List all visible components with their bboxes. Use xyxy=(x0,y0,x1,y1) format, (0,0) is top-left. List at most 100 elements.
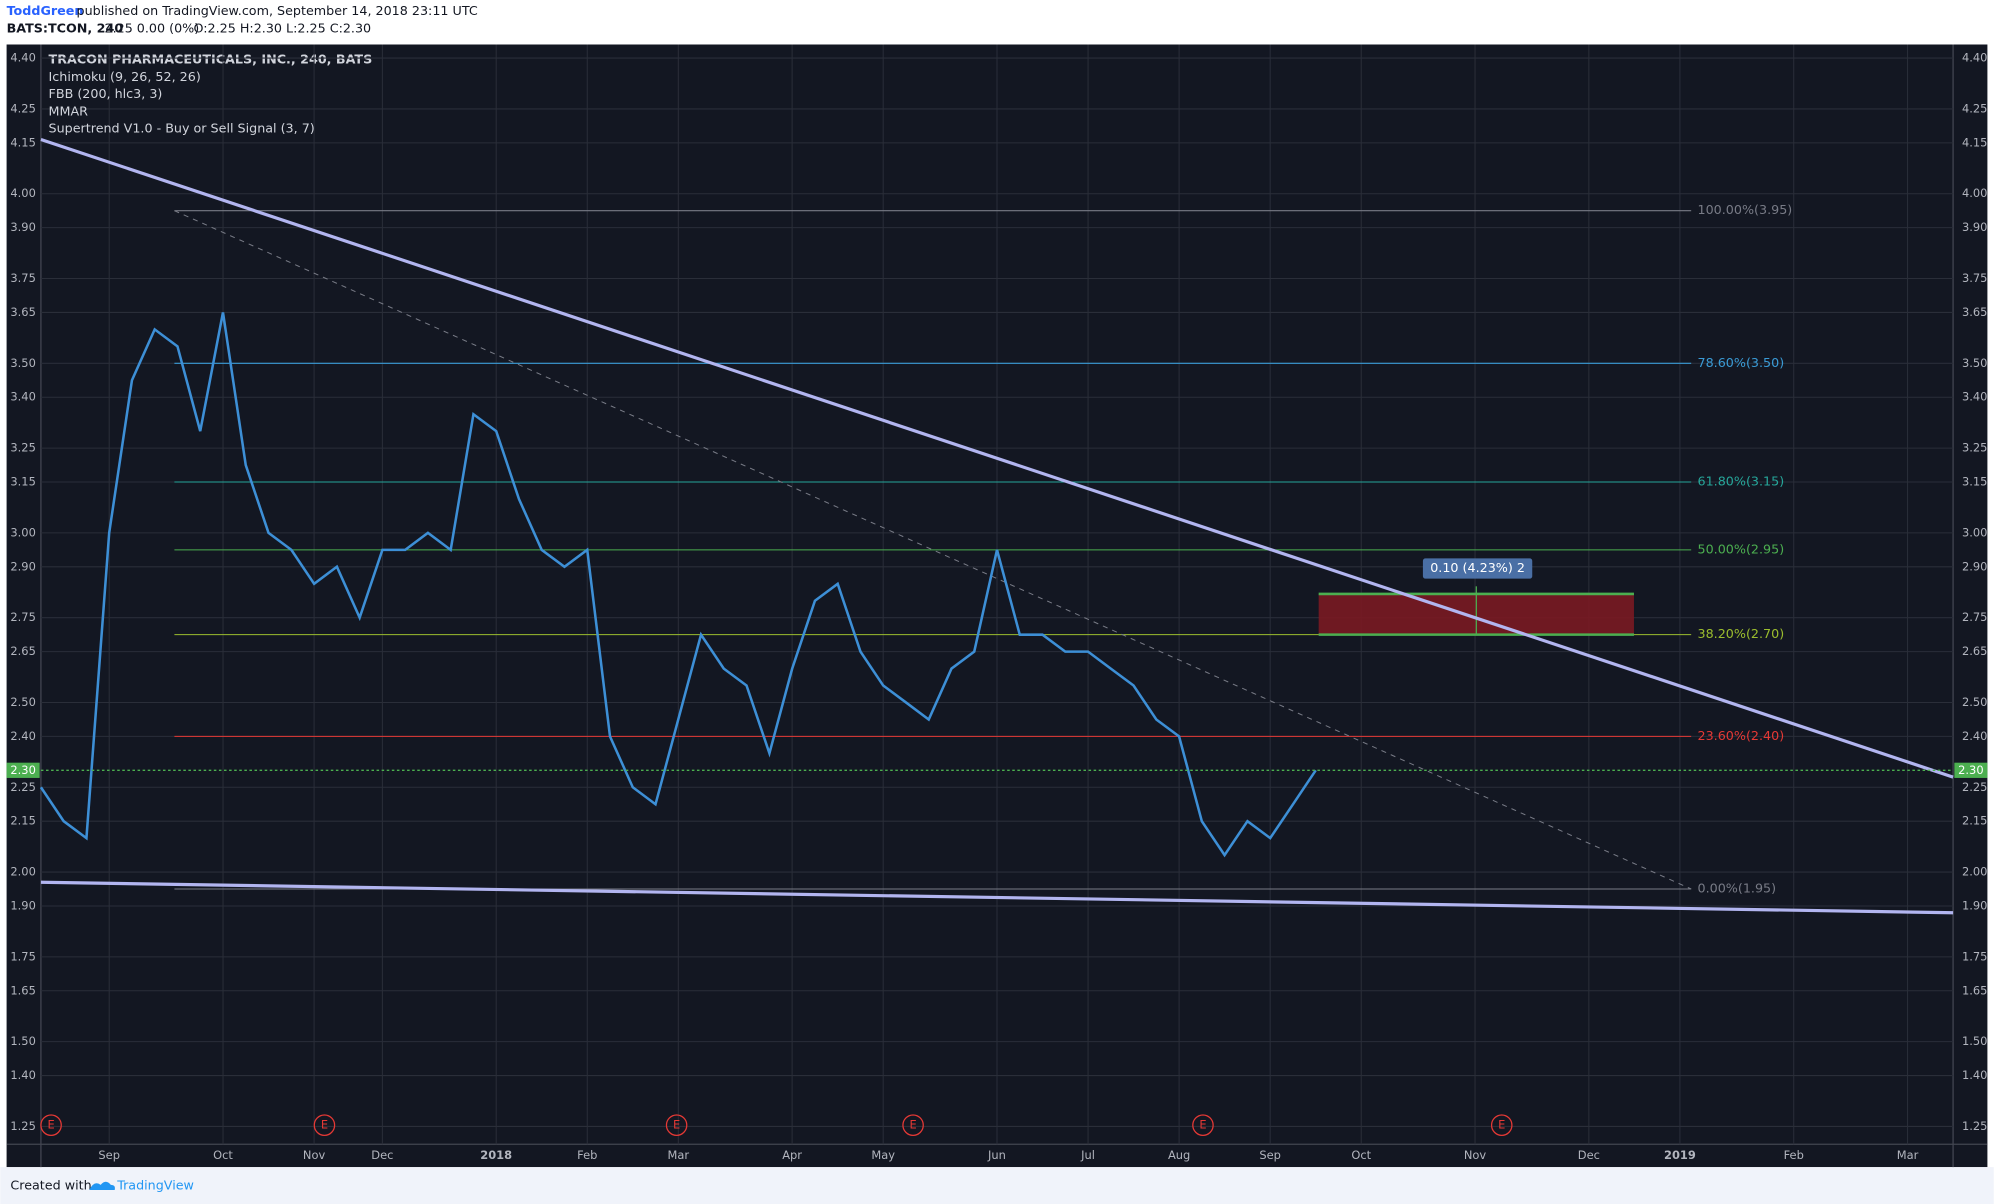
earnings-marker xyxy=(1490,1114,1513,1136)
trendline xyxy=(40,880,1954,915)
x-tick-label: Sep xyxy=(98,1148,120,1162)
x-tick-label: Oct xyxy=(213,1148,233,1162)
y-tick-label-right: 2.90 xyxy=(1962,559,1987,573)
y-tick-label: 2.15 xyxy=(10,814,35,828)
y-tick-label-right: 2.40 xyxy=(1962,729,1987,743)
fib-label: 23.60%(2.40) xyxy=(1698,728,1785,743)
y-tick-label-right: 2.25 xyxy=(1962,780,1987,794)
earnings-marker xyxy=(313,1114,336,1136)
y-tick-label: 3.75 xyxy=(10,271,35,285)
y-tick-label: 2.50 xyxy=(10,695,35,709)
y-tick-label: 2.00 xyxy=(10,865,35,879)
y-tick-label: 1.25 xyxy=(10,1119,35,1133)
y-tick-label-right: 4.00 xyxy=(1962,186,1987,200)
y-tick-label-right: 2.15 xyxy=(1962,814,1987,828)
fib-label: 38.20%(2.70) xyxy=(1698,626,1785,641)
y-tick-label: 2.75 xyxy=(10,610,35,624)
y-tick-label: 3.40 xyxy=(10,390,35,404)
x-tick-label: May xyxy=(871,1148,895,1162)
y-tick-label-right: 2.50 xyxy=(1962,695,1987,709)
x-tick-label: Jul xyxy=(1080,1148,1095,1162)
y-tick-label: 2.40 xyxy=(10,729,35,743)
y-tick-label-right: 3.40 xyxy=(1962,390,1987,404)
earnings-label: E xyxy=(321,1118,328,1132)
x-tick-label: Jun xyxy=(987,1148,1006,1162)
y-tick-label: 1.90 xyxy=(10,898,35,912)
y-tick-label: 4.40 xyxy=(10,51,35,65)
x-tick-label: Nov xyxy=(303,1148,326,1162)
y-tick-label: 4.00 xyxy=(10,186,35,200)
fib-label: 61.80%(3.15) xyxy=(1698,474,1785,489)
indicator-label: FBB (200, hlc3, 3) xyxy=(49,86,163,101)
y-tick-label-right: 1.50 xyxy=(1962,1034,1987,1048)
y-tick-label: 3.25 xyxy=(10,441,35,455)
last-price-right-bg xyxy=(1954,762,1988,778)
x-tick-label: Feb xyxy=(577,1148,597,1162)
indicator-label: MMAR xyxy=(49,103,89,118)
earnings-marker xyxy=(902,1114,924,1136)
x-tick-label: Aug xyxy=(1168,1148,1190,1162)
x-tick-label: Apr xyxy=(782,1148,802,1162)
y-tick-label: 2.65 xyxy=(10,644,35,658)
earnings-marker xyxy=(665,1114,688,1136)
y-tick-label-right: 3.75 xyxy=(1962,271,1987,285)
x-tick-label: Sep xyxy=(1259,1148,1281,1162)
published: published on TradingView.com, September … xyxy=(77,3,478,18)
fib-label: 78.60%(3.50) xyxy=(1698,355,1785,370)
y-tick-label: 1.50 xyxy=(10,1034,35,1048)
y-tick-label-right: 4.40 xyxy=(1962,51,1987,65)
position-label: 0.10 (4.23%) 2 xyxy=(1430,560,1525,575)
x-tick-label: Mar xyxy=(668,1148,690,1162)
x-tick-label: 2018 xyxy=(480,1148,512,1162)
x-tick-label: Dec xyxy=(371,1148,393,1162)
chart-title: TRACON PHARMACEUTICALS, INC., 240, BATS xyxy=(49,51,373,66)
footer-created: Created with xyxy=(10,1178,91,1193)
y-tick-label-right: 3.90 xyxy=(1962,220,1987,234)
y-tick-label-right: 2.00 xyxy=(1962,865,1987,879)
y-tick-label: 3.00 xyxy=(10,525,35,539)
change: 2.25 0.00 (0%) xyxy=(104,21,199,36)
y-tick-label-right: 2.75 xyxy=(1962,610,1987,624)
y-tick-label: 4.15 xyxy=(10,135,35,149)
y-tick-label-right: 4.25 xyxy=(1962,101,1987,115)
author[interactable]: ToddGreen xyxy=(7,3,84,18)
x-tick-label: Feb xyxy=(1784,1148,1804,1162)
last-price-left: 2.30 xyxy=(10,763,35,777)
y-tick-label-right: 3.00 xyxy=(1962,525,1987,539)
y-tick-label-right: 4.15 xyxy=(1962,135,1987,149)
fib-label: 100.00%(3.95) xyxy=(1698,202,1793,217)
trendline xyxy=(40,137,1954,779)
fib-label: 0.00%(1.95) xyxy=(1698,881,1777,896)
last-price-right: 2.30 xyxy=(1958,763,1983,777)
y-tick-label-right: 3.50 xyxy=(1962,356,1987,370)
y-tick-label: 3.65 xyxy=(10,305,35,319)
footer-brand[interactable]: TradingView xyxy=(116,1178,194,1193)
earnings-label: E xyxy=(1498,1118,1505,1132)
y-tick-label-right: 1.25 xyxy=(1962,1119,1987,1133)
indicator-label: Supertrend V1.0 - Buy or Sell Signal (3,… xyxy=(49,121,315,136)
y-tick-label-right: 2.65 xyxy=(1962,644,1987,658)
x-tick-label: Oct xyxy=(1351,1148,1371,1162)
y-tick-label: 3.90 xyxy=(10,220,35,234)
indicator-label: Ichimoku (9, 26, 52, 26) xyxy=(49,69,201,84)
x-tick-label: Dec xyxy=(1578,1148,1600,1162)
y-tick-label-right: 3.25 xyxy=(1962,441,1987,455)
position-label-bg xyxy=(1422,558,1533,579)
earnings-label: E xyxy=(909,1118,916,1132)
symbol: BATS:TCON, 240 xyxy=(7,21,124,36)
ohlc: O:2.25 H:2.30 L:2.25 C:2.30 xyxy=(193,21,371,36)
y-tick-label-right: 1.75 xyxy=(1962,949,1987,963)
y-tick-label: 2.25 xyxy=(10,780,35,794)
y-tick-label: 1.40 xyxy=(10,1068,35,1082)
last-price-left-bg xyxy=(6,762,40,778)
x-tick-label: 2019 xyxy=(1664,1148,1696,1162)
x-tick-label: Nov xyxy=(1464,1148,1487,1162)
y-tick-label: 1.65 xyxy=(10,983,35,997)
y-tick-label-right: 3.15 xyxy=(1962,475,1987,489)
earnings-marker xyxy=(1192,1114,1214,1136)
y-tick-label-right: 3.65 xyxy=(1962,305,1987,319)
price-line xyxy=(39,312,1317,858)
y-tick-label: 4.25 xyxy=(10,101,35,115)
